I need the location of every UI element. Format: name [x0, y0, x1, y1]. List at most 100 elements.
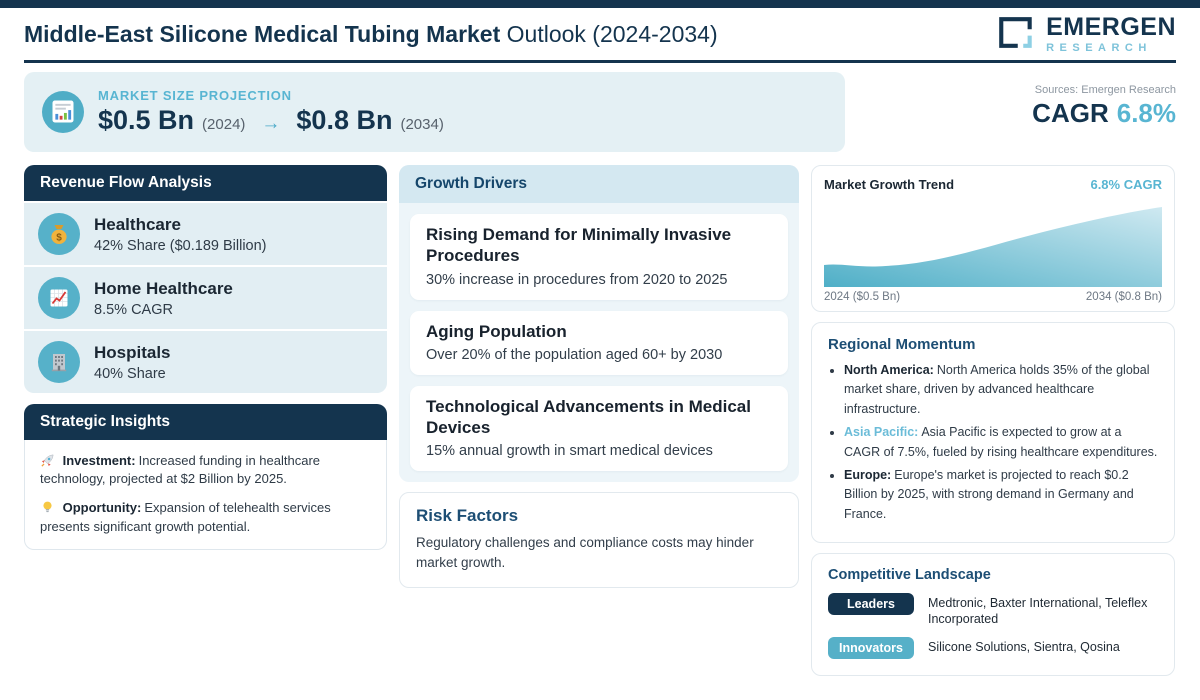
risk-factors-card: Risk Factors Regulatory challenges and c…: [399, 492, 799, 589]
revenue-item-hospitals: Hospitals 40% Share: [24, 331, 387, 393]
rocket-icon: [40, 453, 59, 468]
revenue-item-healthcare: $ Healthcare 42% Share ($0.189 Billion): [24, 203, 387, 265]
value-2024: $0.5 Bn: [98, 105, 195, 135]
strategic-insights-body: Investment: Increased funding in healthca…: [24, 440, 387, 550]
revenue-item-title: Home Healthcare: [94, 278, 233, 298]
insight-label: Opportunity:: [62, 500, 142, 516]
region-label: Europe:: [844, 467, 892, 482]
title-divider: [24, 60, 1176, 63]
page-title-main: Middle-East Silicone Medical Tubing Mark…: [24, 20, 501, 47]
market-size-banner: MARKET SIZE PROJECTION $0.5 Bn (2024) → …: [24, 72, 845, 152]
revenue-item-home-healthcare: Home Healthcare 8.5% CAGR: [24, 267, 387, 329]
growth-driver-title: Aging Population: [426, 321, 567, 341]
leaders-row: Leaders Medtronic, Baxter International,…: [828, 593, 1158, 628]
insight-label: Investment:: [62, 453, 136, 468]
region-label: Asia Pacific:: [844, 425, 919, 440]
growth-driver-card: Aging Population Over 20% of the populat…: [410, 310, 788, 375]
insight-text: Increased funding in healthcare technolo…: [40, 453, 320, 487]
region-text: Asia Pacific is expected to grow at a CA…: [844, 425, 1158, 459]
regional-momentum-card: Regional Momentum North America:North Am…: [811, 322, 1175, 543]
page-title: Middle-East Silicone Medical Tubing Mark…: [24, 21, 718, 48]
cagr-label: CAGR: [1032, 98, 1109, 128]
region-text: Europe's market is projected to reach $0…: [844, 467, 1134, 521]
cagr-value: 6.8%: [1116, 98, 1176, 128]
market-size-row: MARKET SIZE PROJECTION $0.5 Bn (2024) → …: [24, 72, 1176, 152]
trend-axis-labels: 2024 ($0.5 Bn) 2034 ($0.8 Bn): [824, 291, 1162, 303]
logo-square-icon: [993, 10, 1037, 59]
trend-start-label: 2024 ($0.5 Bn): [824, 291, 901, 303]
sources-note: Sources: Emergen Research: [1034, 84, 1176, 96]
leaders-badge: Leaders: [828, 593, 914, 615]
growth-driver-card: Technological Advancements in Medical De…: [410, 385, 788, 472]
innovators-row: Innovators Silicone Solutions, Sientra, …: [828, 636, 1158, 659]
page-title-suffix: Outlook (2024-2034): [500, 20, 718, 47]
revenue-item-text: Home Healthcare 8.5% CAGR: [94, 279, 233, 318]
region-item-north-america: North America:North America holds 35% of…: [844, 361, 1158, 419]
revenue-item-text: Healthcare 42% Share ($0.189 Billion): [94, 215, 267, 254]
competitive-landscape-title: Competitive Landscape: [828, 567, 991, 583]
left-column: Revenue Flow Analysis $ Healthcare 42% S…: [24, 165, 387, 550]
regional-momentum-list: North America:North America holds 35% of…: [828, 361, 1158, 524]
hospital-icon: [38, 341, 80, 383]
header: Middle-East Silicone Medical Tubing Mark…: [24, 8, 1176, 60]
insight-opportunity: Opportunity: Expansion of telehealth serv…: [40, 499, 371, 535]
growth-drivers-body: Rising Demand for Minimally Invasive Pro…: [399, 203, 799, 482]
insight-text: Expansion of telehealth services present…: [40, 500, 331, 534]
innovators-badge: Innovators: [828, 636, 914, 659]
region-item-asia-pacific: Asia Pacific:Asia Pacific is expected to…: [844, 423, 1158, 462]
region-item-europe: Europe:Europe's market is projected to r…: [844, 466, 1158, 524]
region-label: North America:: [844, 363, 934, 377]
logo-subtitle: RESEARCH: [1046, 41, 1152, 54]
revenue-item-title: Healthcare: [94, 214, 181, 234]
market-size-block: MARKET SIZE PROJECTION $0.5 Bn (2024) → …: [98, 88, 444, 136]
growth-drivers-header: Growth Drivers: [399, 165, 799, 203]
year-2034: (2034): [400, 116, 444, 133]
banner-meta: Sources: Emergen Research CAGR 6.8%: [845, 72, 1176, 152]
insight-investment: Investment: Increased funding in healthca…: [40, 452, 371, 488]
strategic-insights-panel: Strategic Insights Investment: Increased: [24, 404, 387, 550]
top-accent-bar: [0, 0, 1200, 8]
lightbulb-icon: [40, 500, 59, 515]
revenue-item-title: Hospitals: [94, 342, 171, 362]
market-size-label: MARKET SIZE PROJECTION: [98, 88, 292, 103]
innovators-companies: Silicone Solutions, Sientra, Qosina: [928, 639, 1120, 654]
revenue-item-detail: 42% Share ($0.189 Billion): [94, 237, 267, 254]
emergen-research-logo: EMERGEN RESEARCH: [993, 10, 1176, 59]
risk-factors-title: Risk Factors: [416, 506, 519, 526]
growth-drivers-panel: Growth Drivers Rising Demand for Minimal…: [399, 165, 799, 483]
year-2024: (2024): [202, 116, 246, 133]
trend-title: Market Growth Trend: [824, 177, 955, 192]
middle-column: Growth Drivers Rising Demand for Minimal…: [399, 165, 799, 589]
revenue-item-detail: 40% Share: [94, 365, 166, 382]
cagr-headline: CAGR 6.8%: [845, 98, 1176, 129]
revenue-item-detail: 8.5% CAGR: [94, 301, 173, 318]
trend-end-label: 2034 ($0.8 Bn): [1085, 291, 1162, 303]
money-bag-icon: $: [38, 213, 80, 255]
chart-increasing-icon: [38, 277, 80, 319]
arrow-right-icon: →: [261, 113, 281, 134]
growth-driver-detail: 15% annual growth in smart medical devic…: [426, 443, 713, 460]
content-columns: Revenue Flow Analysis $ Healthcare 42% S…: [24, 165, 1176, 676]
revenue-flow-panel: Revenue Flow Analysis $ Healthcare 42% S…: [24, 165, 387, 393]
revenue-item-text: Hospitals 40% Share: [94, 343, 171, 382]
regional-momentum-title: Regional Momentum: [828, 336, 976, 353]
region-text: North America holds 35% of the global ma…: [844, 363, 1150, 416]
revenue-flow-header: Revenue Flow Analysis: [24, 165, 387, 201]
leaders-companies: Medtronic, Baxter International, Telefle…: [928, 596, 1148, 627]
market-growth-trend-card: Market Growth Trend 6.8% CAGR: [811, 165, 1175, 312]
trend-card-header: Market Growth Trend 6.8% CAGR: [824, 177, 1162, 192]
trend-area-chart: [824, 201, 1162, 287]
growth-driver-detail: 30% increase in procedures from 2020 to …: [426, 271, 728, 288]
logo-text: EMERGEN RESEARCH: [1046, 12, 1176, 54]
growth-driver-detail: Over 20% of the population aged 60+ by 2…: [426, 346, 723, 363]
right-column: Market Growth Trend 6.8% CAGR: [811, 165, 1175, 676]
logo-name: EMERGEN: [1046, 12, 1176, 41]
market-size-values: $0.5 Bn (2024) → $0.8 Bn (2034): [98, 105, 444, 136]
bar-chart-circle-icon: [42, 91, 84, 133]
growth-driver-card: Rising Demand for Minimally Invasive Pro…: [410, 214, 788, 300]
strategic-insights-header: Strategic Insights: [24, 404, 387, 440]
competitive-landscape-card: Competitive Landscape Leaders Medtronic,…: [811, 553, 1175, 676]
growth-driver-title: Rising Demand for Minimally Invasive Pro…: [426, 225, 732, 266]
growth-driver-title: Technological Advancements in Medical De…: [426, 396, 751, 437]
trend-cagr-badge: 6.8% CAGR: [1090, 177, 1162, 192]
